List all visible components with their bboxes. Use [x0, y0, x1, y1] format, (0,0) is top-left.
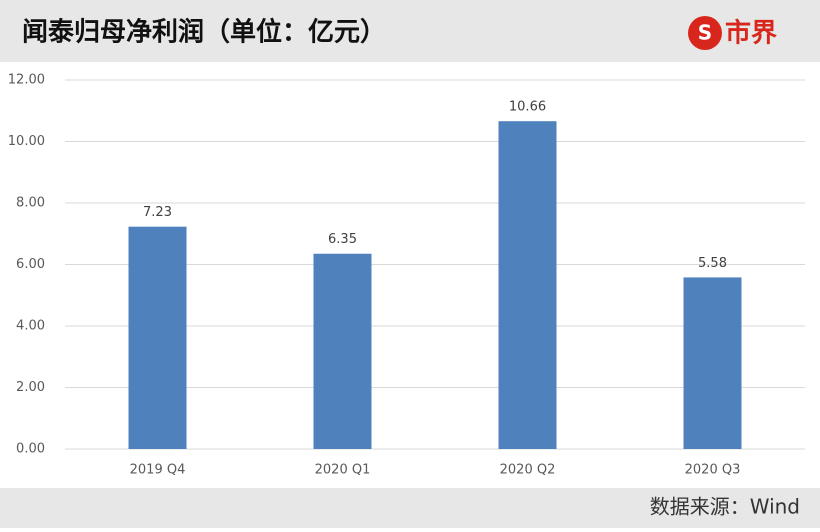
- y-tick-label: 4.00: [16, 319, 45, 334]
- bar: [313, 253, 372, 449]
- x-tick-label: 2020 Q1: [315, 463, 371, 478]
- x-tick-label: 2019 Q4: [130, 463, 186, 478]
- y-tick-label: 0.00: [16, 442, 45, 457]
- value-label: 5.58: [698, 256, 727, 271]
- y-tick-label: 6.00: [16, 257, 45, 272]
- bar: [683, 277, 742, 449]
- logo-text: 市界: [725, 18, 777, 49]
- logo-icon-letter: S: [698, 21, 712, 45]
- source: 数据来源：Wind: [650, 495, 800, 519]
- logo-icon: [688, 16, 722, 50]
- chart-title: 闻泰归母净利润（单位：亿元）: [22, 17, 386, 48]
- value-label: 10.66: [509, 100, 546, 115]
- y-tick-label: 8.00: [16, 196, 45, 211]
- header-band: [0, 0, 820, 62]
- y-tick-label: 12.00: [8, 73, 45, 88]
- y-tick-label: 2.00: [16, 380, 45, 395]
- footer-band: [0, 488, 820, 528]
- bar: [128, 226, 187, 449]
- bar: [498, 121, 557, 449]
- value-label: 6.35: [328, 232, 357, 247]
- value-label: 7.23: [143, 205, 172, 220]
- x-tick-label: 2020 Q2: [500, 463, 556, 478]
- y-tick-label: 10.00: [8, 134, 45, 149]
- x-tick-label: 2020 Q3: [685, 463, 741, 478]
